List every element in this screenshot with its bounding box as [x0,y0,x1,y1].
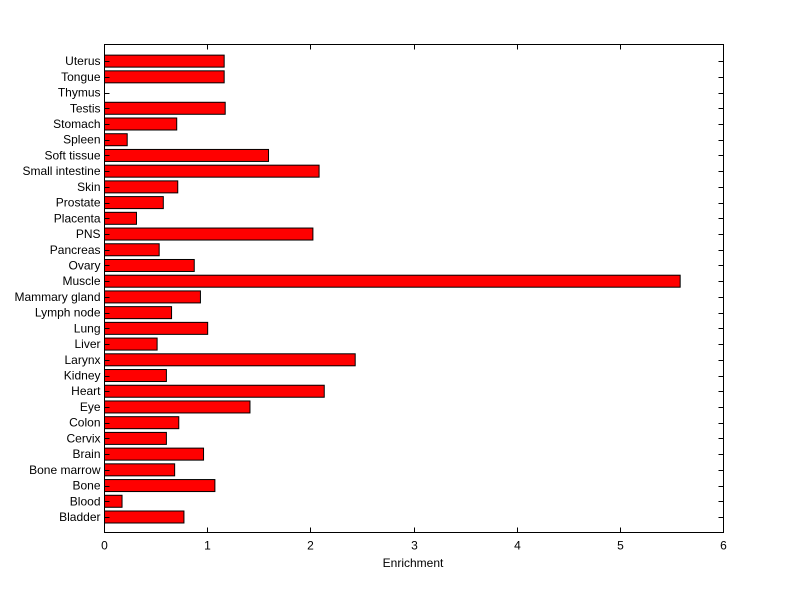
bar-prostate [104,196,164,210]
x-tick-label: 4 [514,539,521,553]
bar-uterus [104,54,225,68]
y-tick-label: Blood [70,494,101,508]
y-tick-label: Lung [74,321,101,335]
bar-tongue [104,70,225,84]
bar-lymph-node [104,306,173,320]
bar-bladder [104,510,185,524]
plot-frame [104,44,724,533]
bar-ovary [104,258,195,272]
y-tick-label: Thymus [58,86,101,100]
bar-testis [104,101,226,115]
y-tick-label: Small intestine [22,164,100,178]
bar-pns [104,227,314,241]
y-tick-label: Larynx [64,353,100,367]
bar-mammary-gland [104,290,201,304]
y-tick-label: Skin [77,180,100,194]
bar-lung [104,321,209,335]
y-tick-label: Lymph node [35,306,101,320]
bar-cervix [104,431,167,445]
y-tick-label: Bladder [59,510,100,524]
y-tick-label: Testis [70,101,101,115]
y-tick-label: Mammary gland [14,290,100,304]
bar-brain [104,447,205,461]
bar-heart [104,384,325,398]
y-tick-label: Soft tissue [44,148,100,162]
y-tick-label: Kidney [64,369,101,383]
bar-bone-marrow [104,463,176,477]
bar-liver [104,337,158,351]
y-tick-label: Tongue [61,70,101,84]
y-tick-label: Prostate [56,196,101,210]
y-tick-label: Bone [72,479,100,493]
y-tick-label: Brain [72,447,100,461]
bar-kidney [104,369,167,383]
x-tick-label: 1 [204,539,211,553]
bar-colon [104,416,180,430]
y-tick-label: Cervix [66,431,100,445]
y-tick-label: Spleen [63,133,100,147]
x-axis-label: Enrichment [383,556,444,570]
bar-stomach [104,117,178,131]
y-tick-label: Placenta [54,211,101,225]
bar-skin [104,180,179,194]
bar-spleen [104,133,128,147]
y-tick-label: Liver [74,337,100,351]
x-tick-label: 6 [720,539,727,553]
y-tick-label: Uterus [65,54,100,68]
y-tick-label: Muscle [62,274,100,288]
y-tick-label: Colon [69,416,100,430]
y-tick-label: PNS [76,227,101,241]
y-tick-label: Stomach [53,117,100,131]
bar-bone [104,479,216,493]
bar-pancreas [104,243,160,257]
x-tick-label: 2 [307,539,314,553]
bar-eye [104,400,251,414]
bar-larynx [104,353,356,367]
bar-muscle [104,274,681,288]
y-tick-label: Heart [71,384,101,398]
x-tick-label: 5 [617,539,624,553]
y-tick-label: Bone marrow [29,463,101,477]
y-tick-label: Ovary [68,258,100,272]
x-tick-label: 0 [101,539,108,553]
y-tick-label: Pancreas [50,243,101,257]
bar-soft-tissue [104,148,270,162]
bar-small-intestine [104,164,320,178]
x-tick-label: 3 [411,539,418,553]
y-tick-label: Eye [80,400,101,414]
